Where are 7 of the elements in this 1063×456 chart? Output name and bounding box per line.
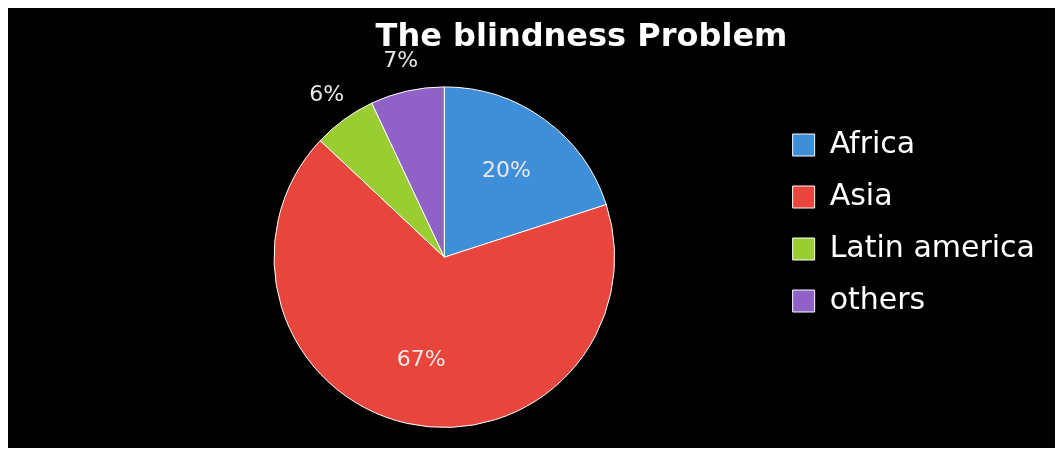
legend-label: Africa (829, 124, 916, 160)
legend-label: others (829, 280, 926, 316)
data-label: 67% (396, 345, 446, 371)
legend-label: Latin america (829, 228, 1035, 264)
data-label: 20% (481, 157, 531, 183)
legend-label: Asia (829, 176, 893, 212)
data-label: 6% (309, 80, 345, 106)
